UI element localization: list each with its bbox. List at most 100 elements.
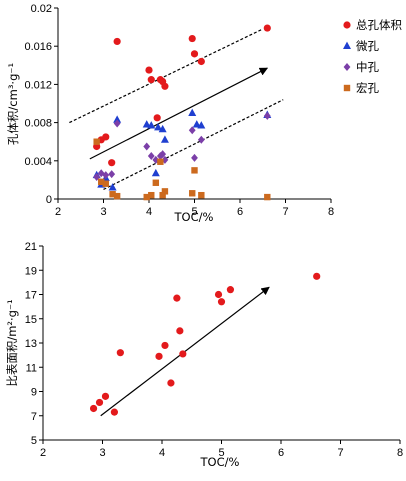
x-tick-labels: 2 3 4 5 6 7 8 — [40, 440, 403, 459]
data-point — [108, 183, 117, 191]
data-point — [147, 121, 156, 129]
data-point — [97, 169, 105, 178]
data-point — [167, 379, 175, 387]
data-points — [89, 272, 321, 416]
data-point — [264, 193, 271, 201]
y-tick-labels: 0 0.004 0.008 0.012 0.016 0.02 — [24, 3, 58, 206]
data-point — [189, 190, 196, 197]
y-tick-label: 0 — [46, 194, 52, 206]
trend-annotations — [69, 28, 284, 190]
data-point — [173, 294, 181, 302]
data-point — [179, 350, 187, 358]
data-point — [142, 120, 151, 128]
data-point — [153, 114, 161, 122]
data-point — [143, 142, 151, 151]
data-point — [188, 126, 196, 135]
data-point — [152, 155, 160, 164]
data-point — [95, 398, 104, 407]
data-point — [109, 191, 116, 198]
x-tick-label: 2 — [40, 447, 46, 459]
data-point — [161, 341, 169, 350]
legend-marker — [343, 63, 351, 71]
data-point — [108, 170, 116, 179]
data-point — [190, 50, 199, 58]
data-point — [102, 180, 109, 187]
data-point — [226, 286, 235, 294]
data-point — [188, 34, 196, 43]
legend-marker — [343, 21, 351, 29]
x-tick-labels: 2 3 4 5 6 7 8 — [55, 199, 334, 218]
y-tick-label: 0.02 — [31, 3, 52, 15]
data-point — [89, 404, 98, 413]
data-point — [197, 121, 206, 129]
data-point — [113, 37, 121, 46]
y-tick-label: 7 — [31, 411, 37, 423]
x-tick-label: 6 — [237, 206, 243, 218]
data-point — [147, 152, 155, 161]
y-axis-label: 孔体积/cm³·g⁻¹ — [6, 63, 20, 145]
x-tick-label: 3 — [99, 447, 105, 459]
data-point — [113, 119, 121, 128]
y-axis-label: 比表面积/m²·g⁻¹ — [5, 299, 19, 386]
y-tick-label: 11 — [26, 362, 37, 374]
legend-label: 中孔 — [356, 60, 379, 74]
y-tick-label: 0.012 — [24, 79, 52, 91]
x-tick-label: 7 — [282, 206, 288, 218]
x-tick-label: 8 — [328, 206, 334, 218]
trend-arrow — [89, 67, 269, 160]
x-tick-label: 7 — [337, 447, 343, 459]
y-tick-label: 21 — [25, 241, 37, 253]
y-tick-label: 9 — [31, 387, 37, 399]
x-tick-label: 2 — [55, 206, 61, 218]
data-point — [161, 82, 169, 90]
data-point — [197, 57, 205, 66]
data-point — [151, 168, 160, 177]
x-axis-label: TOC/% — [200, 455, 240, 469]
data-point — [98, 178, 105, 186]
x-tick-label: 8 — [397, 447, 403, 459]
x-axis-label: TOC/% — [174, 210, 214, 224]
data-point — [108, 159, 116, 167]
x-tick-label: 5 — [191, 206, 197, 218]
data-point — [93, 138, 100, 145]
data-point — [198, 191, 205, 199]
data-point — [143, 193, 150, 201]
x-tick-label: 4 — [146, 206, 152, 218]
data-point — [159, 150, 167, 159]
x-tick-label: 5 — [218, 447, 224, 459]
y-tick-label: 19 — [25, 265, 37, 277]
data-point — [155, 352, 163, 360]
data-point — [217, 298, 226, 306]
x-tick-label: 4 — [159, 447, 165, 459]
data-point — [176, 327, 184, 335]
data-point — [161, 155, 169, 164]
data-point — [313, 272, 321, 280]
legend-label: 宏孔 — [356, 81, 379, 95]
surface-area-chart: 2 3 4 5 6 7 8 5 7 9 11 13 15 17 19 21 TOC/% 比表面积/m²·g⁻… — [5, 241, 403, 469]
y-tick-label: 15 — [25, 314, 37, 326]
data-point — [191, 153, 198, 162]
data-point — [197, 135, 205, 144]
x-tick-label: 6 — [278, 447, 284, 459]
dashed-boundary-line — [69, 28, 264, 124]
data-point — [148, 191, 155, 199]
data-point — [159, 191, 166, 199]
legend-label: 微孔 — [356, 39, 379, 53]
y-tick-label: 17 — [25, 290, 37, 302]
data-point — [263, 111, 271, 120]
legend-marker — [343, 84, 351, 92]
data-point — [110, 408, 118, 416]
y-tick-labels: 5 7 9 11 13 15 17 19 21 — [25, 241, 43, 447]
legend-label: 总孔体积 — [356, 18, 402, 32]
y-tick-label: 0.016 — [24, 41, 52, 53]
data-point — [154, 122, 163, 131]
y-tick-label: 0.008 — [24, 118, 52, 130]
data-point — [158, 124, 167, 133]
legend-marker — [343, 41, 351, 49]
data-point — [101, 392, 110, 400]
data-point — [191, 167, 198, 174]
y-tick-label: 5 — [31, 435, 37, 447]
